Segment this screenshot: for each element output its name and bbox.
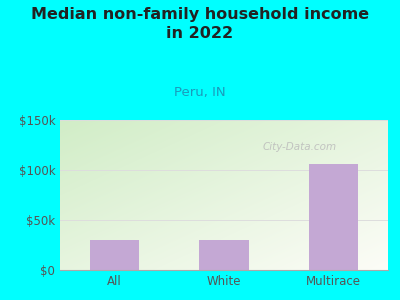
Bar (199, 240, 248, 270)
Text: Median non-family household income
in 2022: Median non-family household income in 20… (31, 8, 369, 41)
Text: City-Data.com: City-Data.com (262, 142, 336, 152)
Bar (309, 164, 358, 270)
Text: Peru, IN: Peru, IN (174, 86, 226, 99)
Bar (90, 240, 139, 270)
